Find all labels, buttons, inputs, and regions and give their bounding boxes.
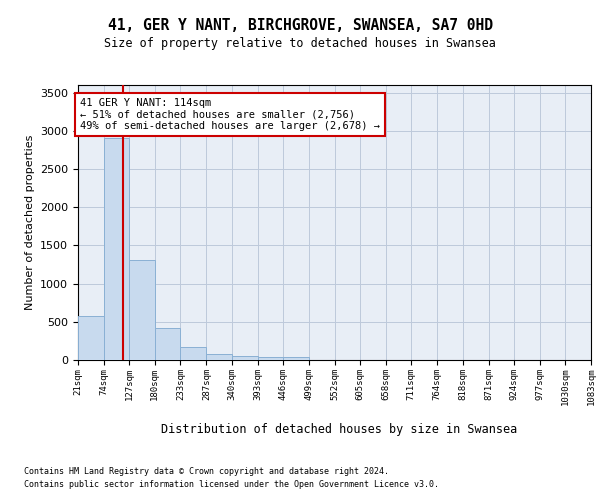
Y-axis label: Number of detached properties: Number of detached properties [25, 135, 35, 310]
Text: Contains public sector information licensed under the Open Government Licence v3: Contains public sector information licen… [24, 480, 439, 489]
Text: Distribution of detached houses by size in Swansea: Distribution of detached houses by size … [161, 422, 517, 436]
Bar [129, 260, 155, 360]
Bar [283, 358, 309, 360]
Bar [155, 328, 181, 360]
Bar [104, 138, 129, 360]
Bar [206, 354, 232, 360]
Text: 41, GER Y NANT, BIRCHGROVE, SWANSEA, SA7 0HD: 41, GER Y NANT, BIRCHGROVE, SWANSEA, SA7… [107, 18, 493, 32]
Text: Contains HM Land Registry data © Crown copyright and database right 2024.: Contains HM Land Registry data © Crown c… [24, 468, 389, 476]
Text: Size of property relative to detached houses in Swansea: Size of property relative to detached ho… [104, 38, 496, 51]
Bar [232, 356, 257, 360]
Bar [257, 356, 283, 360]
Bar [78, 316, 104, 360]
Text: 41 GER Y NANT: 114sqm
← 51% of detached houses are smaller (2,756)
49% of semi-d: 41 GER Y NANT: 114sqm ← 51% of detached … [80, 98, 380, 131]
Bar [181, 347, 206, 360]
